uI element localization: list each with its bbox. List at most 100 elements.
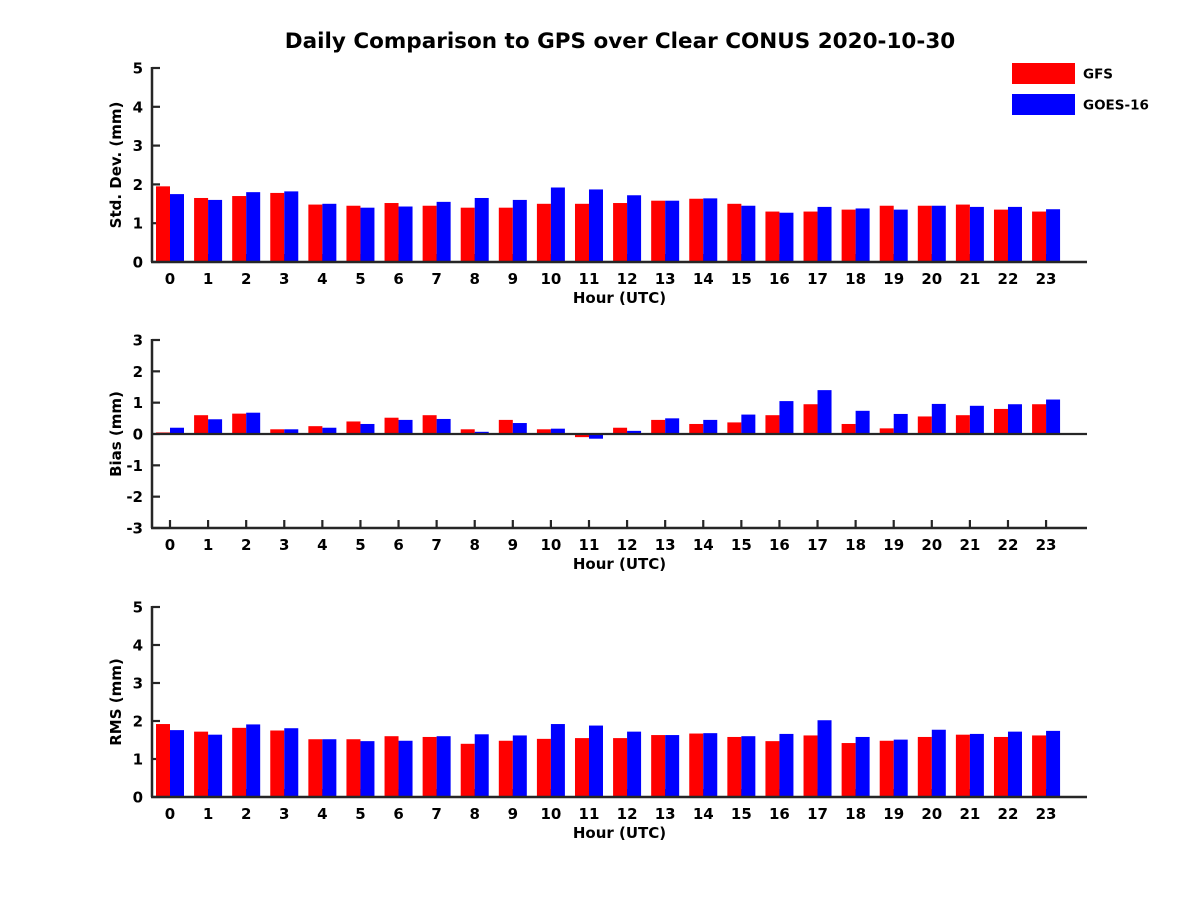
- x-tick-label: 22: [998, 805, 1019, 823]
- x-tick-label: 4: [317, 270, 327, 288]
- bar-goes-16-h6: [398, 419, 413, 434]
- x-tick-label: 17: [807, 536, 828, 554]
- x-tick-label: 2: [241, 805, 251, 823]
- x-tick-label: 13: [655, 270, 676, 288]
- bar-gfs-h17: [803, 404, 818, 434]
- chart-title: Daily Comparison to GPS over Clear CONUS…: [285, 29, 955, 54]
- bar-goes-16-h3: [284, 191, 299, 262]
- x-tick-label: 0: [165, 805, 175, 823]
- bar-gfs-h9: [498, 419, 513, 434]
- x-tick-label: 17: [807, 805, 828, 823]
- bar-gfs-h11: [574, 434, 589, 438]
- bar-goes-16-h2: [246, 412, 261, 434]
- x-tick-label: 18: [845, 805, 866, 823]
- x-tick-label: 14: [693, 536, 714, 554]
- bar-goes-16-h3: [284, 728, 299, 797]
- x-tick-label: 19: [883, 536, 904, 554]
- bar-goes-16-h12: [627, 430, 642, 434]
- bar-gfs-h21: [955, 204, 970, 262]
- x-tick-label: 20: [921, 270, 942, 288]
- bar-gfs-h3: [270, 192, 285, 262]
- bar-goes-16-h7: [436, 201, 451, 262]
- bar-gfs-h6: [384, 203, 399, 262]
- x-tick-label: 4: [317, 805, 327, 823]
- x-tick-label: 14: [693, 805, 714, 823]
- x-tick-label: 18: [845, 536, 866, 554]
- bar-goes-16-h9: [512, 199, 527, 262]
- legend-swatch-goes16: [1012, 94, 1075, 115]
- x-tick-label: 15: [731, 270, 752, 288]
- bar-goes-16-h2: [246, 724, 261, 797]
- bar-gfs-h1: [194, 415, 209, 434]
- bar-gfs-h15: [727, 736, 742, 797]
- x-tick-label: 5: [355, 805, 365, 823]
- bar-goes-16-h9: [512, 735, 527, 797]
- x-tick-label: 16: [769, 805, 790, 823]
- bar-gfs-h3: [270, 429, 285, 434]
- bar-goes-16-h11: [588, 189, 603, 262]
- bar-gfs-h23: [1032, 404, 1047, 434]
- bar-gfs-h15: [727, 422, 742, 434]
- bar-goes-16-h17: [817, 390, 832, 434]
- y-tick-label: 2: [133, 176, 143, 194]
- bar-gfs-h8: [460, 743, 475, 797]
- bar-goes-16-h20: [931, 205, 946, 262]
- x-tick-label: 2: [241, 270, 251, 288]
- bar-gfs-h8: [460, 207, 475, 262]
- bar-gfs-h4: [308, 426, 323, 434]
- bar-goes-16-h9: [512, 423, 527, 434]
- bar-goes-16-h16: [779, 733, 794, 797]
- bar-gfs-h9: [498, 207, 513, 262]
- x-tick-label: 3: [279, 805, 289, 823]
- bar-goes-16-h13: [665, 735, 680, 797]
- bar-gfs-h4: [308, 204, 323, 262]
- x-tick-label: 5: [355, 270, 365, 288]
- bar-gfs-h5: [346, 205, 361, 262]
- bar-goes-16-h0: [170, 194, 184, 262]
- x-tick-label: 12: [617, 270, 638, 288]
- bar-gfs-h22: [993, 408, 1008, 434]
- bar-gfs-h15: [727, 203, 742, 262]
- x-axis-label: Hour (UTC): [573, 289, 666, 307]
- bar-goes-16-h23: [1046, 730, 1061, 797]
- bar-gfs-h6: [384, 736, 399, 797]
- x-tick-label: 12: [617, 536, 638, 554]
- bar-gfs-h16: [765, 741, 780, 797]
- bar-gfs-h0: [156, 724, 170, 797]
- x-tick-label: 12: [617, 805, 638, 823]
- bar-goes-16-h13: [665, 418, 680, 434]
- bar-gfs-h14: [689, 733, 704, 797]
- bar-gfs-h5: [346, 739, 361, 797]
- bar-goes-16-h23: [1046, 209, 1061, 262]
- bar-goes-16-h1: [208, 734, 223, 797]
- x-tick-label: 10: [540, 805, 561, 823]
- x-tick-label: 9: [508, 270, 518, 288]
- legend-label-goes16: GOES-16: [1083, 98, 1149, 114]
- bar-gfs-h17: [803, 735, 818, 797]
- x-tick-label: 0: [165, 270, 175, 288]
- x-axis-label: Hour (UTC): [573, 555, 666, 573]
- y-tick-label: 1: [133, 751, 143, 769]
- bar-gfs-h1: [194, 197, 209, 262]
- x-tick-label: 0: [165, 536, 175, 554]
- bar-goes-16-h16: [779, 212, 794, 262]
- bar-goes-16-h0: [170, 427, 184, 434]
- bar-goes-16-h16: [779, 401, 794, 434]
- bar-gfs-h1: [194, 731, 209, 797]
- bar-goes-16-h19: [893, 739, 908, 797]
- bar-goes-16-h22: [1007, 404, 1022, 434]
- bar-gfs-h21: [955, 734, 970, 797]
- bar-goes-16-h20: [931, 729, 946, 797]
- x-tick-label: 21: [959, 270, 980, 288]
- bar-gfs-h14: [689, 423, 704, 434]
- bar-gfs-h13: [651, 200, 666, 262]
- bar-goes-16-h5: [360, 741, 375, 797]
- bar-goes-16-h1: [208, 419, 223, 434]
- bar-gfs-h22: [993, 736, 1008, 797]
- bar-goes-16-h5: [360, 207, 375, 262]
- x-tick-label: 7: [431, 270, 441, 288]
- x-tick-label: 10: [540, 536, 561, 554]
